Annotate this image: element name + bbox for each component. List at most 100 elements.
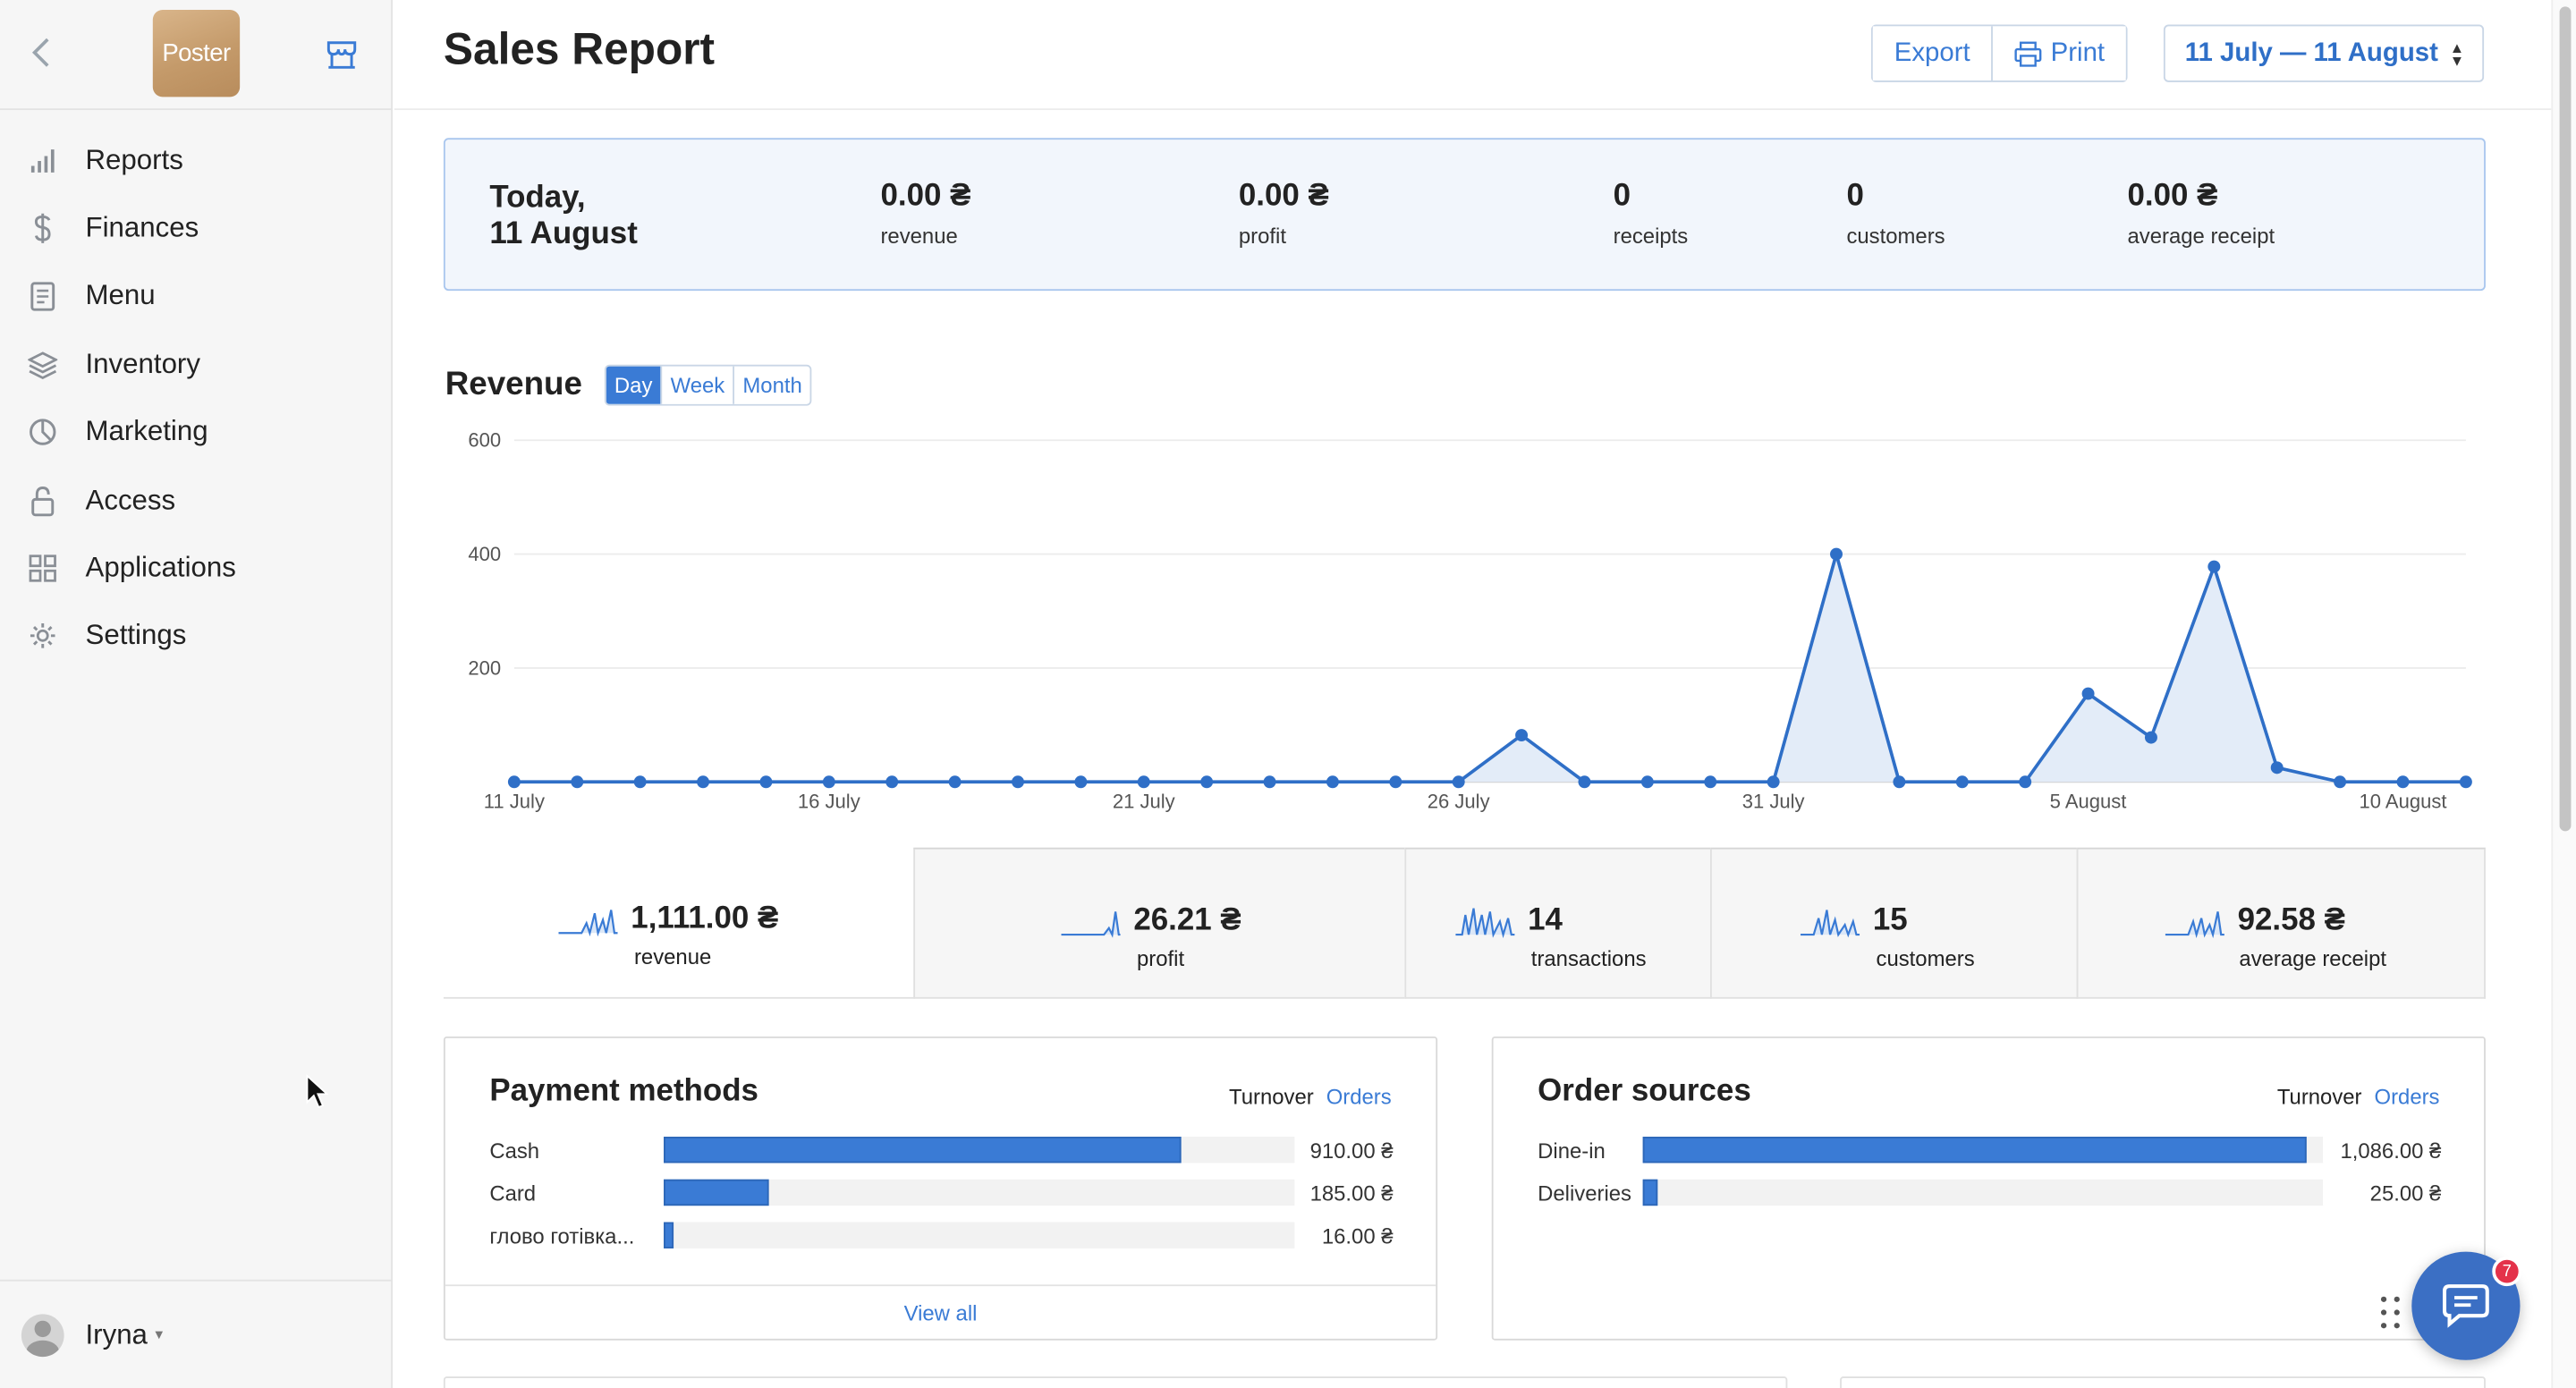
pie-icon [26, 416, 59, 449]
data-point [1515, 729, 1529, 742]
sidebar-item-access[interactable]: Access [0, 467, 393, 535]
data-point [1704, 775, 1717, 789]
lock-icon [26, 484, 59, 517]
sidebar-item-inventory[interactable]: Inventory [0, 330, 393, 398]
date-range-label: 11 July — 11 August [2184, 38, 2438, 67]
page-header: Sales Report Export Print 11 July — 11 A… [394, 0, 2552, 111]
sidebar-item-menu[interactable]: Menu [0, 262, 393, 330]
sidebar-item-finances[interactable]: Finances [0, 194, 393, 262]
data-point [1389, 775, 1402, 789]
data-point [759, 775, 773, 789]
bar-fill [664, 1222, 674, 1248]
data-point [2081, 687, 2095, 700]
avatar [21, 1313, 64, 1357]
data-point [1452, 775, 1465, 789]
total-transactions-tab[interactable]: 14 transactions [1404, 847, 1711, 999]
data-point [507, 775, 521, 789]
data-point [2396, 775, 2410, 789]
back-arrow-icon[interactable] [23, 31, 59, 74]
sidebar: Poster Reports Finances [0, 0, 393, 1388]
sidebar-item-applications[interactable]: Applications [0, 535, 393, 603]
sidebar-item-reports[interactable]: Reports [0, 126, 393, 194]
source-row-deliveries: Deliveries 25.00 ₴ [1538, 1179, 2442, 1206]
revenue-area [513, 554, 2466, 783]
period-totals: 1,111.00 ₴ revenue 26.21 ₴ profit 14 tra… [443, 847, 2486, 999]
print-button[interactable]: Print [1991, 26, 2126, 80]
bar-fill [1642, 1179, 1658, 1206]
data-point [1578, 775, 1591, 789]
tab-turnover[interactable]: Turnover [1229, 1084, 1314, 1109]
data-point [1200, 775, 1214, 789]
drag-handle-icon[interactable] [2379, 1294, 2402, 1330]
sidebar-header: Poster [0, 0, 393, 111]
order-sources-panel: Order sources Turnover Orders Dine-in 1,… [1491, 1036, 2486, 1341]
bar-track [1642, 1179, 2324, 1206]
export-print-group: Export Print [1871, 24, 2128, 82]
sparkline-icon [1455, 908, 1515, 938]
panel-title: Payment methods [489, 1074, 758, 1109]
revenue-chart: 200 400 600 11 July 16 July 21 July 26 July 31 … [468, 429, 2472, 813]
sidebar-item-settings[interactable]: Settings [0, 603, 393, 671]
y-tick-label: 200 [468, 656, 501, 679]
print-label: Print [2050, 38, 2106, 67]
date-range-picker[interactable]: 11 July — 11 August ▲ ▼ [2163, 24, 2485, 82]
x-tick-label: 16 July [798, 791, 860, 813]
tab-orders[interactable]: Orders [2374, 1084, 2440, 1109]
today-customers: 0 customers [1846, 179, 1945, 249]
data-point [2144, 731, 2157, 744]
x-tick-label: 10 August [2359, 791, 2446, 813]
scrollbar[interactable] [2551, 0, 2576, 1388]
chat-icon [2442, 1284, 2489, 1328]
data-point [1012, 775, 1024, 789]
document-icon [26, 280, 59, 313]
total-profit-tab[interactable]: 26.21 ₴ profit [913, 847, 1405, 999]
printer-icon [2014, 40, 2042, 66]
period-month-button[interactable]: Month [733, 366, 810, 404]
store-icon[interactable] [322, 35, 361, 74]
data-point [2270, 761, 2284, 774]
total-revenue-tab[interactable]: 1,111.00 ₴ revenue [443, 848, 914, 999]
sidebar-item-label: Finances [85, 212, 199, 243]
sidebar-item-marketing[interactable]: Marketing [0, 399, 393, 467]
data-point [1767, 775, 1780, 789]
export-button[interactable]: Export [1872, 26, 1992, 80]
data-point [886, 775, 899, 789]
tab-turnover[interactable]: Turnover [2276, 1084, 2362, 1109]
bottom-panel-right [1840, 1376, 2486, 1388]
bar-track [664, 1222, 1295, 1248]
view-all-link[interactable]: View all [445, 1284, 1436, 1339]
sparkline-icon [558, 910, 618, 936]
period-toggle: Day Week Month [604, 364, 812, 406]
poster-logo[interactable]: Poster [152, 10, 241, 97]
gear-icon [26, 620, 59, 653]
today-summary: Today, 11 August 0.00 ₴ revenue 0.00 ₴ p… [443, 138, 2486, 292]
user-menu[interactable]: Iryna ▼ [0, 1279, 393, 1388]
scrollbar-thumb[interactable] [2559, 6, 2572, 832]
total-average-receipt-tab[interactable]: 92.58 ₴ average receipt [2076, 847, 2486, 999]
period-week-button[interactable]: Week [660, 366, 733, 404]
x-tick-label: 31 July [1742, 791, 1805, 813]
chevron-down-icon: ▼ [152, 1327, 165, 1342]
dollar-icon [26, 212, 59, 245]
mouse-cursor-icon [306, 1074, 329, 1109]
user-name: Iryna [85, 1317, 148, 1350]
data-point [2019, 775, 2032, 789]
panel-tabs: Turnover Orders [1223, 1084, 1392, 1109]
data-point [1326, 775, 1339, 789]
payment-row-glovo-cash: глово готівка... 16.00 ₴ [489, 1222, 1394, 1248]
payment-row-card: Card 185.00 ₴ [489, 1179, 1394, 1206]
bar-track [1642, 1136, 2324, 1164]
sparkline-icon [1801, 910, 1860, 938]
notification-badge: 7 [2492, 1257, 2522, 1287]
main-content: Sales Report Export Print 11 July — 11 A… [394, 0, 2552, 1388]
data-point [2459, 775, 2472, 789]
layers-icon [26, 348, 59, 381]
data-point [1640, 775, 1654, 789]
sort-arrows-icon: ▲ ▼ [2449, 38, 2465, 69]
period-day-button[interactable]: Day [606, 366, 661, 404]
total-customers-tab[interactable]: 15 customers [1710, 847, 2077, 999]
x-tick-label: 21 July [1113, 791, 1175, 813]
tab-orders[interactable]: Orders [1326, 1084, 1392, 1109]
data-point [697, 775, 710, 789]
today-average-receipt: 0.00 ₴ average receipt [2127, 179, 2275, 249]
